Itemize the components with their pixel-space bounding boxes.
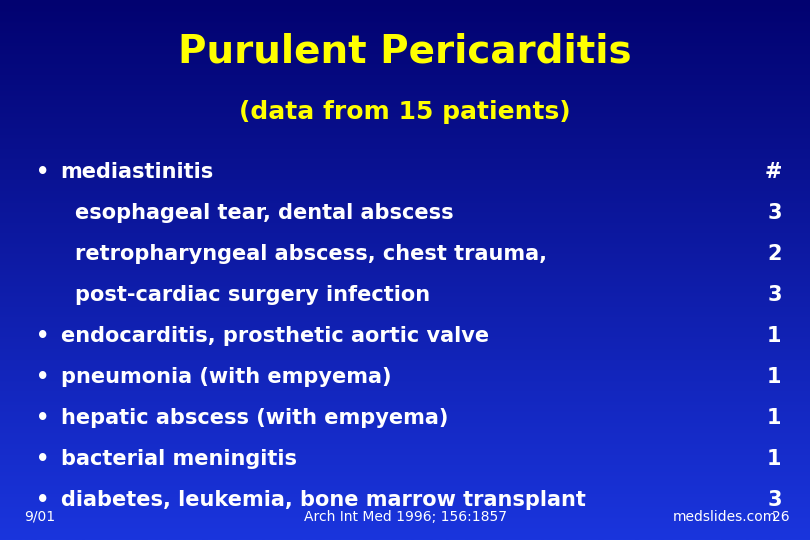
Text: pneumonia (with empyema): pneumonia (with empyema) (61, 367, 391, 387)
Text: 1: 1 (767, 367, 782, 387)
Text: 1: 1 (767, 326, 782, 346)
Text: mediastinitis: mediastinitis (61, 162, 214, 182)
Text: •: • (36, 326, 50, 346)
Text: 3: 3 (767, 490, 782, 510)
Text: (data from 15 patients): (data from 15 patients) (239, 100, 571, 124)
Text: endocarditis, prosthetic aortic valve: endocarditis, prosthetic aortic valve (61, 326, 489, 346)
Text: 9/01: 9/01 (24, 510, 55, 524)
Text: 3: 3 (767, 203, 782, 223)
Text: Arch Int Med 1996; 156:1857: Arch Int Med 1996; 156:1857 (304, 510, 506, 524)
Text: 2: 2 (767, 244, 782, 264)
Text: #: # (765, 162, 782, 182)
Text: medslides.com: medslides.com (672, 510, 777, 524)
Text: 1: 1 (767, 408, 782, 428)
Text: 26: 26 (772, 510, 790, 524)
Text: •: • (36, 490, 50, 510)
Text: diabetes, leukemia, bone marrow transplant: diabetes, leukemia, bone marrow transpla… (61, 490, 586, 510)
Text: hepatic abscess (with empyema): hepatic abscess (with empyema) (61, 408, 448, 428)
Text: retropharyngeal abscess, chest trauma,: retropharyngeal abscess, chest trauma, (75, 244, 547, 264)
Text: Purulent Pericarditis: Purulent Pericarditis (178, 32, 632, 70)
Text: 3: 3 (767, 285, 782, 305)
Text: esophageal tear, dental abscess: esophageal tear, dental abscess (75, 203, 453, 223)
Text: •: • (36, 449, 50, 469)
Text: •: • (36, 408, 50, 428)
Text: •: • (36, 162, 50, 182)
Text: bacterial meningitis: bacterial meningitis (61, 449, 296, 469)
Text: post-cardiac surgery infection: post-cardiac surgery infection (75, 285, 429, 305)
Text: •: • (36, 367, 50, 387)
Text: 1: 1 (767, 449, 782, 469)
